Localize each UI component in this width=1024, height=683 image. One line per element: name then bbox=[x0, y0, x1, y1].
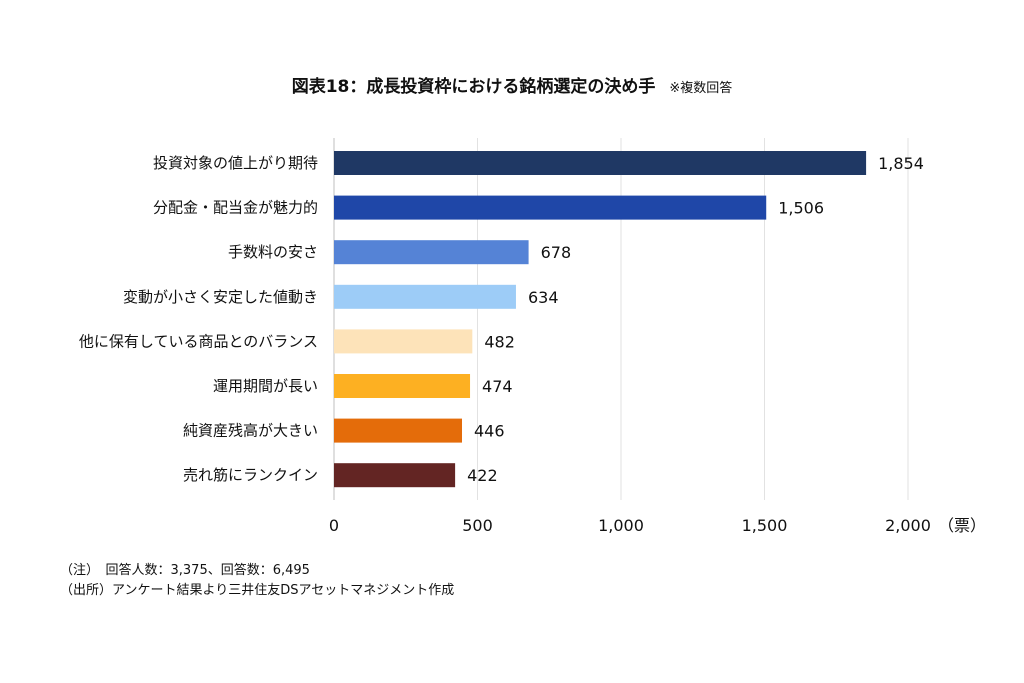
data-label: 482 bbox=[484, 332, 515, 351]
x-tick-label: 1,500 bbox=[742, 516, 788, 535]
category-labels: 投資対象の値上がり期待分配金・配当金が魅力的手数料の安さ変動が小さく安定した値動… bbox=[79, 154, 318, 484]
data-label: 422 bbox=[467, 466, 498, 485]
category-label: 他に保有している商品とのバランス bbox=[79, 332, 318, 350]
value-labels: 1,854 1,506 678 634 482 474 446 422 bbox=[467, 154, 924, 485]
x-tick-label: 500 bbox=[462, 516, 493, 535]
x-tick-label: 2,000 bbox=[885, 516, 931, 535]
category-label: 売れ筋にランクイン bbox=[183, 466, 318, 484]
category-label: 変動が小さく安定した値動き bbox=[123, 288, 318, 306]
data-label: 1,506 bbox=[778, 199, 824, 218]
category-label: 投資対象の値上がり期待 bbox=[153, 154, 318, 172]
x-tick-label: 1,000 bbox=[598, 516, 644, 535]
bar bbox=[334, 240, 529, 265]
chart-subtitle: ※複数回答 bbox=[669, 81, 733, 96]
note-line: （注） 回答人数：3,375、回答数：6,495 bbox=[60, 563, 310, 578]
bar bbox=[334, 151, 867, 175]
source-line: （出所）アンケート結果より三井住友DSアセットマネジメント作成 bbox=[60, 583, 455, 598]
chart-title: 図表18：成長投資枠における銘柄選定の決め手 bbox=[291, 77, 656, 97]
bar bbox=[334, 329, 473, 354]
x-tick-label: 0 bbox=[329, 516, 339, 535]
bar bbox=[334, 374, 471, 398]
category-label: 純資産残高が大きい bbox=[183, 422, 318, 440]
category-label: 分配金・配当金が魅力的 bbox=[153, 199, 318, 217]
bar bbox=[334, 284, 516, 309]
data-label: 678 bbox=[541, 243, 572, 262]
bar-chart: 投資対象の値上がり期待分配金・配当金が魅力的手数料の安さ変動が小さく安定した値動… bbox=[79, 138, 986, 535]
data-label: 446 bbox=[474, 422, 505, 441]
chart-title-block: 図表18：成長投資枠における銘柄選定の決め手 ※複数回答 bbox=[0, 72, 1024, 97]
bars bbox=[334, 151, 867, 488]
category-label: 手数料の安さ bbox=[228, 243, 318, 261]
grid-lines bbox=[333, 138, 909, 500]
x-axis-unit: （票） bbox=[938, 516, 986, 535]
data-label: 474 bbox=[482, 377, 513, 396]
footnotes: （注） 回答人数：3,375、回答数：6,495 （出所）アンケート結果より三井… bbox=[60, 561, 454, 601]
data-label: 1,854 bbox=[878, 154, 924, 173]
category-label: 運用期間が長い bbox=[213, 377, 318, 395]
bar bbox=[334, 463, 456, 488]
bar bbox=[334, 418, 463, 443]
x-axis-ticks: 0 500 1,000 1,500 2,000 bbox=[329, 516, 931, 535]
bar bbox=[334, 195, 767, 220]
data-label: 634 bbox=[528, 288, 559, 307]
